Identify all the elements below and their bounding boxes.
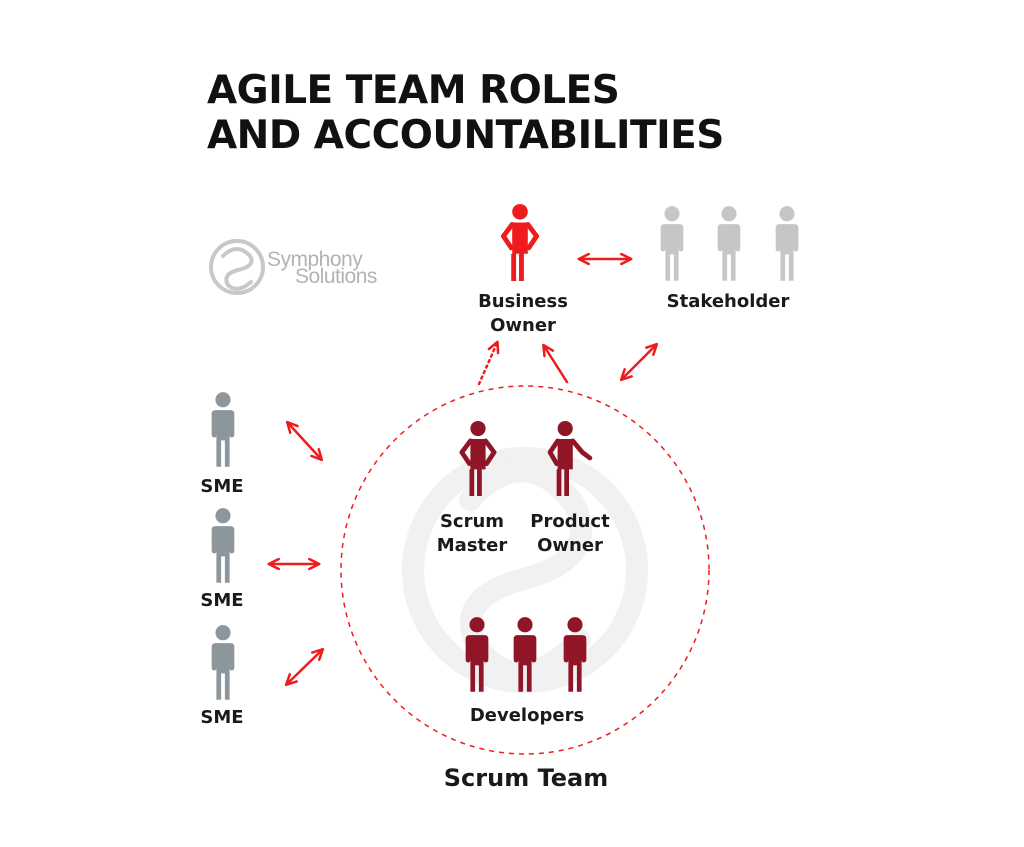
team-stakeholder-arrow [619, 342, 659, 382]
stakeholder-person-icon [660, 206, 684, 281]
stakeholder-person-icon [717, 206, 741, 281]
page-title-line-2: AND ACCOUNTABILITIES [207, 113, 724, 158]
symphony-swirl-icon [209, 239, 265, 295]
page-title-line-1: AGILE TEAM ROLES [207, 68, 620, 113]
product-owner-label-line-1: Product [530, 511, 610, 532]
scrum-team-boundary [340, 385, 710, 755]
scrum-master-business-owner-dotted-arrow [477, 340, 500, 386]
business-owner-label: Business Owner [478, 290, 568, 338]
sme-person-icon [211, 392, 235, 467]
business-owner-label-line-1: Business [478, 291, 568, 312]
stakeholder-label: Stakeholder [666, 291, 790, 312]
scrum-team-label: Scrum Team [443, 764, 609, 792]
sme-1-team-arrow [285, 420, 324, 462]
scrum-master-label-line-1: Scrum [439, 511, 505, 532]
sme-person-icon [211, 625, 235, 700]
product-owner-label-line-2: Owner [537, 535, 603, 556]
sme-group [211, 392, 235, 700]
sme-label-3: SME [200, 707, 244, 728]
sme-person-icon [211, 508, 235, 583]
logo-text-line-1: Symphony [267, 248, 363, 271]
sme-label-1: SME [200, 476, 244, 497]
stakeholder-group [660, 206, 799, 281]
business-owner-label-line-2: Owner [490, 315, 556, 336]
sme-3-team-arrow [284, 647, 325, 687]
developers-label: Developers [469, 705, 585, 726]
logo-text-line-2: Solutions [295, 265, 377, 288]
stakeholder-person-icon [775, 206, 799, 281]
watermark-swirl-icon [402, 447, 648, 693]
business-owner-person-icon [503, 204, 536, 281]
scrum-master-label-line-2: Master [436, 535, 508, 556]
sme-label-2: SME [200, 590, 244, 611]
product-owner-label: Product Owner [530, 510, 609, 558]
scrum-master-label: Scrum Master [437, 510, 507, 558]
team-business-owner-arrow [542, 343, 569, 384]
